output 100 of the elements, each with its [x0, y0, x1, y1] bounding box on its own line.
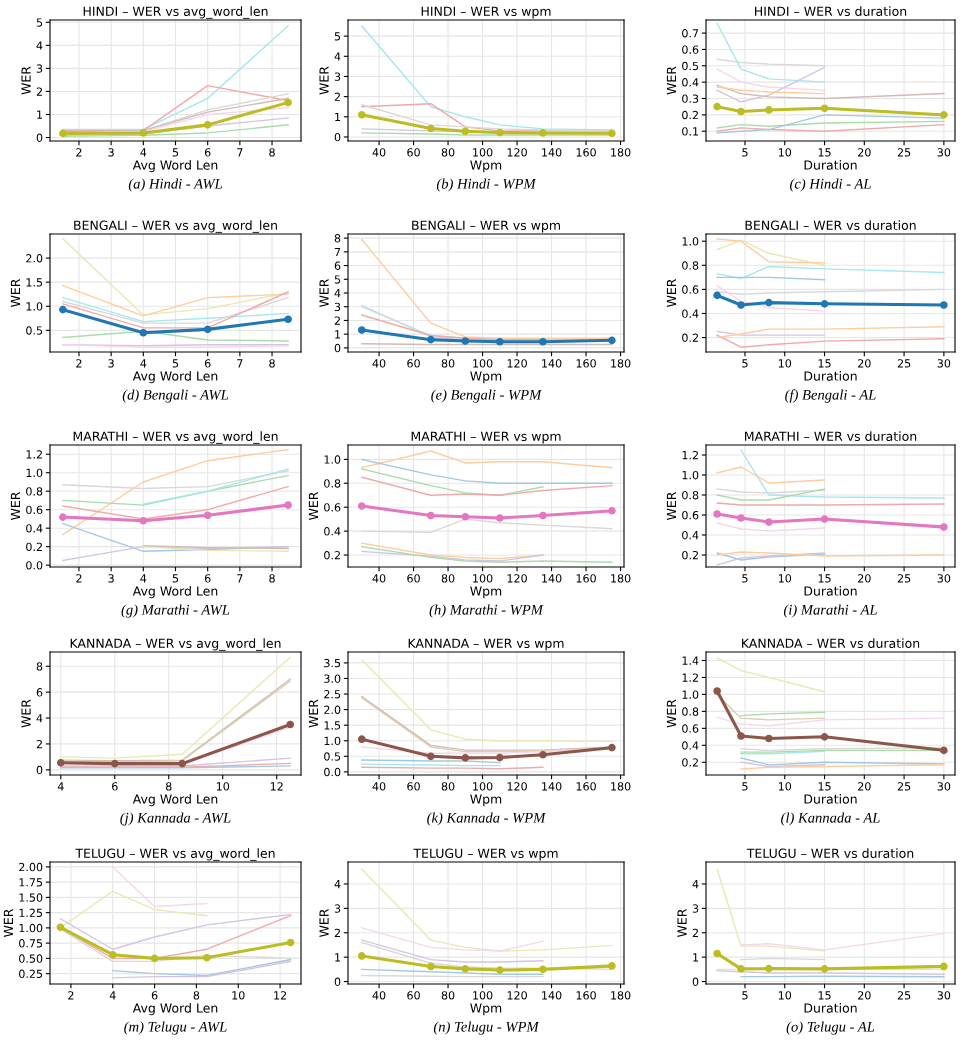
y-axis-title: WER: [10, 491, 21, 521]
x-tick-label: 6: [204, 574, 211, 583]
y-tick-label: 0.6: [324, 503, 341, 512]
x-tick-label: 140: [542, 782, 562, 791]
x-tick-label: 12: [270, 782, 283, 791]
x-tick-label: 5: [742, 359, 748, 368]
x-tick-label: 10: [232, 991, 245, 1000]
chart-title: MARATHI – WER vs duration: [745, 431, 917, 442]
x-tick-label: 10: [778, 574, 792, 583]
y-axis-title: WER: [3, 908, 13, 938]
y-tick-label: 4: [692, 880, 699, 889]
x-tick-label: 40: [372, 574, 386, 583]
y-tick-label: 0: [36, 133, 43, 142]
chart-title: HINDI – WER vs avg_word_len: [83, 6, 268, 19]
y-tick-label: 0.8: [324, 479, 341, 488]
y-tick-label: 0.2: [682, 110, 698, 120]
x-tick-label: 2: [76, 359, 82, 368]
y-tick-label: 1.75: [19, 878, 43, 887]
y-tick-label: 0: [36, 765, 43, 775]
x-tick-label: 160: [576, 782, 596, 791]
x-tick-label: 100: [473, 574, 493, 583]
x-tick-label: 25: [897, 574, 911, 583]
y-tick-label: 0.75: [19, 939, 43, 948]
y-tick-label: 1.0: [26, 468, 43, 478]
x-tick-label: 180: [611, 359, 631, 368]
y-tick-label: 2: [334, 92, 340, 101]
x-tick-label: 25: [897, 148, 911, 157]
x-tick-label: 3: [108, 574, 114, 583]
y-tick-label: 6: [334, 261, 341, 270]
x-tick-label: 5: [742, 782, 748, 791]
x-axis-title: Avg Word Len: [132, 586, 218, 599]
x-tick-label: 140: [542, 359, 562, 368]
y-tick-label: 0: [334, 977, 341, 986]
y-tick-label: 0.6: [682, 510, 699, 520]
text: (m) Telugu - AWL: [124, 1021, 227, 1035]
y-tick-label: 1: [335, 953, 341, 962]
x-tick-label: 140: [542, 148, 562, 157]
x-tick-label: 20: [858, 782, 871, 791]
x-tick-label: 7: [237, 148, 243, 157]
x-tick-label: 20: [858, 359, 871, 368]
x-tick-label: 3: [108, 359, 114, 368]
x-tick-label: 15: [818, 782, 831, 791]
y-axis-title: WER: [308, 491, 319, 521]
y-tick-label: 1.0: [682, 237, 699, 246]
y-tick-label: 1: [693, 953, 699, 962]
y-tick-label: 0.2: [682, 758, 698, 767]
x-tick-label: 160: [576, 148, 596, 157]
chart-title: MARATHI – WER vs wpm: [411, 431, 561, 444]
x-tick-label: 8: [165, 782, 172, 791]
x-tick-label: 7: [237, 359, 243, 368]
y-tick-label: 0.5: [682, 61, 699, 71]
y-tick-label: 2: [692, 928, 698, 937]
y-tick-label: 1.25: [19, 908, 43, 918]
text: (b) Hindi - WPM: [436, 178, 537, 192]
x-tick-label: 30: [937, 782, 951, 791]
x-tick-label: 8: [269, 574, 275, 583]
x-tick-label: 60: [407, 782, 420, 791]
y-tick-label: 7: [334, 247, 341, 257]
y-tick-label: 5: [334, 275, 341, 284]
x-tick-label: 80: [441, 574, 455, 583]
x-tick-label: 15: [818, 574, 831, 583]
y-tick-label: 8: [334, 234, 341, 243]
x-tick-label: 140: [542, 574, 562, 583]
y-tick-label: 0.0: [324, 767, 341, 777]
x-tick-label: 10: [778, 359, 792, 368]
x-tick-label: 140: [542, 991, 562, 1000]
x-tick-label: 4: [109, 991, 116, 1000]
y-tick-label: 1.0: [682, 470, 699, 480]
chart-title: MARATHI – WER vs avg_word_len: [73, 431, 278, 444]
y-tick-label: 0.4: [26, 524, 43, 533]
y-tick-label: 0.4: [682, 530, 699, 540]
y-tick-label: 1.4: [682, 656, 699, 665]
x-axis-title: Wpm: [470, 794, 502, 807]
chart-title: BENGALI – WER vs duration: [745, 220, 916, 231]
x-tick-label: 160: [576, 574, 596, 583]
x-tick-label: 60: [407, 574, 420, 583]
y-tick-label: 0.5: [26, 326, 43, 335]
y-tick-label: 4: [334, 289, 341, 298]
x-tick-label: 15: [818, 359, 831, 368]
y-tick-label: 4: [334, 880, 341, 889]
x-tick-label: 40: [372, 148, 386, 157]
y-axis-title: WER: [677, 908, 687, 938]
x-tick-label: 180: [611, 991, 631, 1000]
y-tick-label: 2.0: [26, 254, 43, 263]
y-tick-label: 5: [36, 18, 43, 27]
x-tick-label: 5: [172, 574, 179, 583]
x-tick-label: 2: [68, 991, 74, 1000]
x-tick-label: 6: [204, 148, 211, 157]
y-tick-label: 0: [692, 977, 699, 986]
y-tick-label: 2.5: [324, 690, 341, 699]
text: (h) Marathi - WPM: [429, 604, 544, 618]
chart-title: KANNADA – WER vs duration: [742, 638, 920, 649]
y-tick-label: 0.6: [26, 505, 43, 515]
chart-title: TELUGU – WER vs wpm: [413, 848, 558, 861]
x-axis-title: Duration: [804, 586, 857, 596]
x-tick-label: 120: [507, 148, 527, 157]
x-tick-label: 3: [108, 148, 114, 157]
x-tick-label: 20: [858, 991, 871, 1000]
x-tick-label: 20: [858, 148, 871, 157]
x-tick-label: 160: [576, 359, 596, 368]
